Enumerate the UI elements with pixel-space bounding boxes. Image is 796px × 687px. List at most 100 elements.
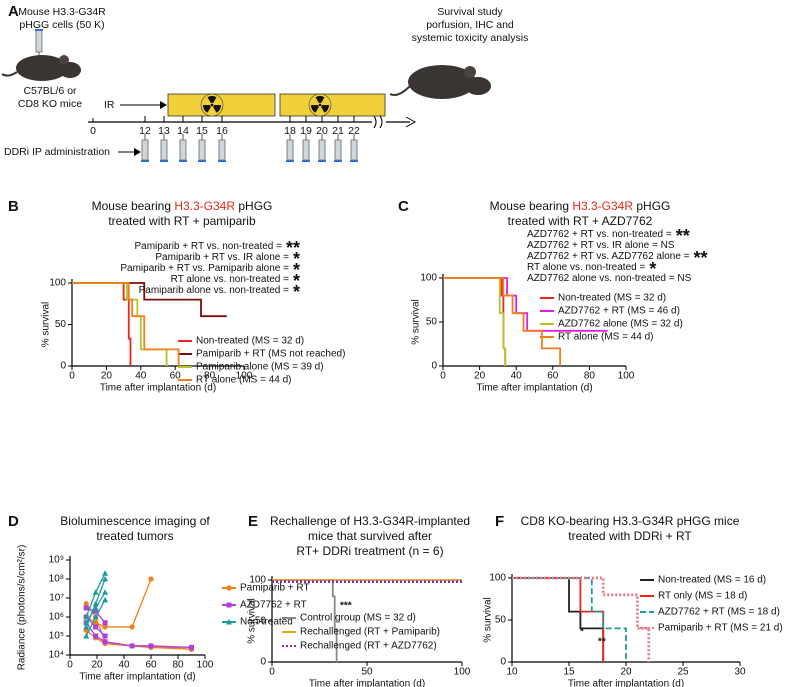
x-axis-label: Time after implantation (d) — [309, 679, 425, 687]
chart-title: treated tumors — [96, 529, 173, 543]
series — [83, 576, 195, 652]
y-tick-label: 50 — [426, 317, 438, 328]
syringe — [141, 139, 149, 161]
legend-label: Control group (MS = 32 d) — [300, 613, 416, 624]
survival-curve — [443, 277, 608, 332]
timeline-arrowhead — [405, 116, 417, 128]
legend-label: Pamiparib alone (MS = 39 d) — [196, 362, 324, 373]
legend-label: Pamiparib + RT (MS not reached) — [196, 349, 345, 360]
day-label: 0 — [90, 125, 96, 137]
x-tick-label: 40 — [135, 371, 147, 382]
title-part: CD8 KO-bearing H3.3-G34R pHGG mice — [521, 514, 740, 528]
x-axis-label: Time after implantation (d) — [568, 679, 684, 687]
title-part: treated with RT + AZD7762 — [508, 214, 653, 228]
significance: * — [293, 271, 300, 291]
data-point — [129, 624, 135, 630]
panel-a: A Mouse H3.3-G34R pHGG cells (50 K) C57B… — [1, 3, 528, 162]
data-point — [83, 623, 90, 630]
series — [512, 577, 627, 662]
annotation-text: AZD7762 + RT vs. AZD7762 alone = — [527, 251, 690, 262]
significance: ** — [694, 248, 708, 268]
x-tick-label: 80 — [584, 371, 596, 382]
series — [83, 570, 109, 639]
y-axis-label: % survival — [411, 299, 422, 345]
data-point — [93, 633, 99, 639]
significance: ** — [286, 238, 300, 258]
ir-label: IR — [104, 99, 115, 111]
syringe — [198, 139, 206, 161]
annotation: Pamiparib + RT vs. Pamiparib alone = * — [120, 260, 300, 280]
series — [443, 277, 507, 366]
data-point — [102, 570, 109, 576]
syringe — [160, 139, 168, 161]
mouse-right — [389, 65, 491, 99]
data-point — [83, 633, 90, 639]
ddri-label: DDRi IP administration — [4, 146, 110, 158]
x-tick-label: 100 — [454, 667, 471, 678]
x-tick-label: 20 — [91, 660, 103, 671]
title-part: Mouse bearing — [92, 199, 175, 213]
panel-label: E — [248, 513, 258, 530]
y-tick-label: 50 — [55, 319, 67, 330]
annotation-text: Pamiparib + RT vs. non-treated = — [134, 241, 282, 252]
title-part: Rechallenge of H3.3-G34R-implanted — [270, 514, 470, 528]
survival-curve — [72, 282, 180, 366]
legend-label: Non-treated — [240, 617, 293, 628]
x-tick-label: 20 — [474, 371, 486, 382]
x-tick-label: 60 — [145, 660, 157, 671]
data-point — [92, 604, 99, 611]
title-part: treated with DDRi + RT — [568, 529, 692, 543]
y-tick-label: 50 — [255, 616, 267, 627]
x-tick-label: 50 — [361, 667, 373, 678]
annotation: Pamiparib + RT vs. non-treated = ** — [134, 238, 300, 258]
x-axis-label: Time after implantation (d) — [100, 383, 216, 394]
x-tick-label: 0 — [69, 371, 75, 382]
data-point — [129, 643, 135, 649]
x-tick-label: 0 — [440, 371, 446, 382]
annotation: Pamiparib alone vs. non-treated = * — [139, 282, 300, 302]
mouse-left — [1, 55, 81, 81]
series — [72, 282, 180, 366]
legend-label: AZD7762 + RT (MS = 18 d) — [658, 607, 780, 618]
legend-label: Non-treated (MS = 32 d) — [196, 336, 304, 347]
legend-label: AZD7762 + RT — [240, 600, 307, 611]
day-label: 13 — [158, 125, 170, 137]
panel-label: C — [398, 198, 409, 215]
y-tick-label: 10⁵ — [49, 631, 64, 642]
x-tick-label: 0 — [269, 667, 275, 678]
legend-label: RT only (MS = 18 d) — [658, 591, 747, 602]
x-tick-label: 10 — [506, 667, 518, 678]
legend-marker — [226, 585, 232, 591]
syringe — [334, 139, 342, 161]
annotation-text: Pamiparib + RT vs. IR alone = — [155, 252, 289, 263]
chart-title: treated with RT + pamiparib — [108, 214, 256, 228]
legend-label: Rechallenged (RT + Pamiparib) — [300, 627, 440, 638]
x-tick-label: 80 — [204, 371, 216, 382]
data-point — [189, 644, 194, 650]
survival-curve — [72, 282, 132, 366]
cells-label: pHGG cells (50 K) — [19, 19, 104, 31]
y-tick-label: 10⁸ — [49, 574, 64, 585]
data-point — [102, 596, 109, 603]
significance: ** — [598, 637, 606, 648]
x-tick-label: 40 — [118, 660, 130, 671]
annotation-text: AZD7762 alone vs. non-treated = NS — [527, 273, 692, 284]
day-label: 22 — [348, 125, 360, 137]
annotation: RT alone vs. non-treated = * — [171, 271, 300, 291]
title-part: treated tumors — [96, 529, 173, 543]
x-tick-label: 100 — [197, 660, 214, 671]
significance: * — [580, 627, 584, 638]
series — [443, 277, 507, 366]
cells-label: Mouse H3.3-G34R — [18, 6, 106, 18]
survival-curve — [72, 282, 227, 318]
chart-title: CD8 KO-bearing H3.3-G34R pHGG mice — [521, 514, 740, 528]
y-tick-label: 10⁹ — [49, 555, 64, 566]
data-point — [102, 620, 108, 626]
chart-title: treated with RT + AZD7762 — [508, 214, 653, 228]
legend-label: Non-treated (MS = 32 d) — [558, 293, 666, 304]
title-part: Bioluminescence imaging of — [60, 514, 210, 528]
legend-marker — [226, 619, 232, 625]
y-axis-label: % survival — [41, 302, 52, 348]
y-tick-label: 0 — [260, 657, 266, 668]
